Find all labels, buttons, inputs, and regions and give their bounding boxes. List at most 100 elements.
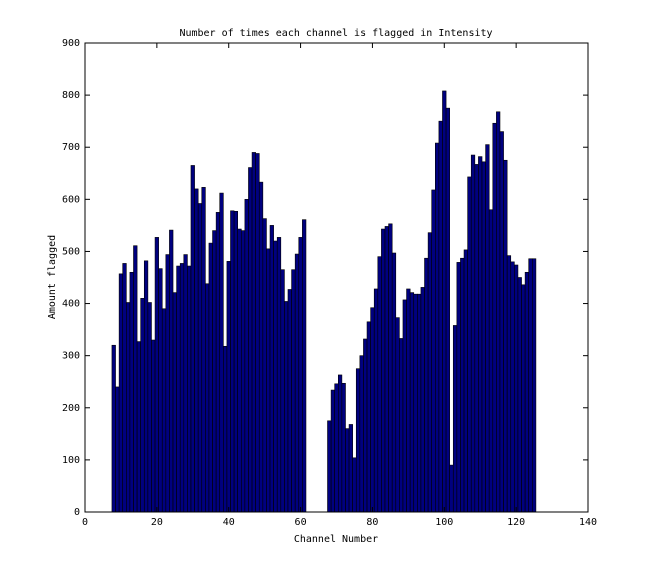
bar	[226, 261, 231, 513]
bar	[165, 254, 170, 513]
bar	[381, 228, 386, 513]
bar	[359, 355, 364, 513]
bar	[470, 154, 476, 513]
bar	[158, 268, 163, 513]
bar	[298, 237, 303, 513]
bar	[528, 258, 533, 513]
bar	[190, 165, 195, 513]
bar	[126, 302, 131, 513]
bar	[258, 181, 264, 513]
bar	[341, 382, 346, 513]
bar	[118, 273, 124, 513]
bar	[499, 131, 504, 513]
bar	[147, 302, 152, 513]
chart-title: Number of times each channel is flagged …	[179, 28, 492, 39]
bar	[399, 338, 404, 513]
bar	[355, 368, 361, 513]
x-axis-label: Channel Number	[294, 534, 378, 545]
bar	[133, 245, 138, 513]
bar	[514, 264, 519, 513]
bar	[208, 242, 213, 513]
bar	[205, 283, 210, 513]
bar	[143, 260, 149, 513]
bar	[467, 176, 472, 513]
bar	[212, 230, 217, 513]
bar	[330, 389, 336, 513]
bar	[438, 120, 443, 513]
x-tick-label: 140	[579, 517, 597, 528]
bar	[337, 374, 343, 513]
bar	[187, 265, 192, 513]
bar	[366, 321, 371, 513]
bar	[532, 258, 537, 513]
x-tick-label: 0	[82, 517, 88, 528]
x-tick-label: 60	[295, 517, 307, 528]
bar	[503, 159, 508, 513]
bar	[481, 161, 486, 513]
bar	[413, 293, 418, 513]
bar	[377, 256, 382, 513]
y-tick-label: 800	[62, 90, 80, 101]
bar	[136, 341, 141, 513]
bar	[276, 237, 282, 513]
bar	[370, 307, 375, 513]
x-tick-label: 40	[223, 517, 235, 528]
bar	[169, 229, 174, 513]
bar	[280, 269, 285, 513]
bar	[237, 228, 242, 513]
bar	[273, 240, 278, 513]
y-tick-label: 900	[62, 38, 80, 49]
bar	[122, 263, 127, 513]
bar	[345, 428, 350, 513]
bar	[474, 164, 479, 513]
bar	[488, 209, 494, 513]
y-tick-label: 600	[62, 194, 80, 205]
y-tick-label: 500	[62, 246, 80, 257]
axes-box	[84, 42, 589, 513]
bar	[233, 211, 238, 513]
bar	[111, 344, 116, 513]
bar	[492, 122, 497, 513]
bar	[402, 299, 407, 513]
bar	[201, 187, 206, 513]
bar	[478, 156, 483, 513]
bar	[151, 339, 156, 513]
x-tick-label: 100	[435, 517, 453, 528]
bar	[435, 142, 440, 513]
bar	[391, 252, 397, 513]
bar	[373, 288, 379, 513]
bar	[510, 261, 515, 513]
bar	[179, 263, 185, 513]
bar	[183, 254, 188, 513]
bar	[348, 424, 353, 513]
bar	[240, 230, 246, 513]
bar	[115, 386, 120, 513]
bar	[291, 269, 296, 513]
y-tick-label: 700	[62, 142, 80, 153]
bar	[456, 262, 461, 513]
bar	[129, 271, 134, 513]
bar	[255, 153, 260, 513]
bar	[287, 289, 292, 513]
bar	[176, 265, 181, 513]
bar	[334, 383, 339, 513]
x-tick-label: 120	[507, 517, 525, 528]
bar	[266, 248, 271, 513]
bar	[251, 152, 256, 513]
y-tick-label: 400	[62, 299, 80, 310]
bar	[384, 226, 389, 513]
bar	[442, 90, 447, 513]
bar	[517, 277, 522, 513]
bar	[223, 345, 228, 513]
y-tick-label: 0	[74, 507, 80, 518]
bar	[230, 210, 235, 513]
bar	[524, 271, 530, 513]
bar	[452, 325, 458, 513]
y-axis-label: Amount flagged	[47, 235, 58, 319]
bar	[406, 288, 411, 513]
bar	[363, 338, 368, 513]
bar	[154, 237, 159, 513]
bar	[262, 218, 267, 513]
bar	[420, 287, 425, 513]
